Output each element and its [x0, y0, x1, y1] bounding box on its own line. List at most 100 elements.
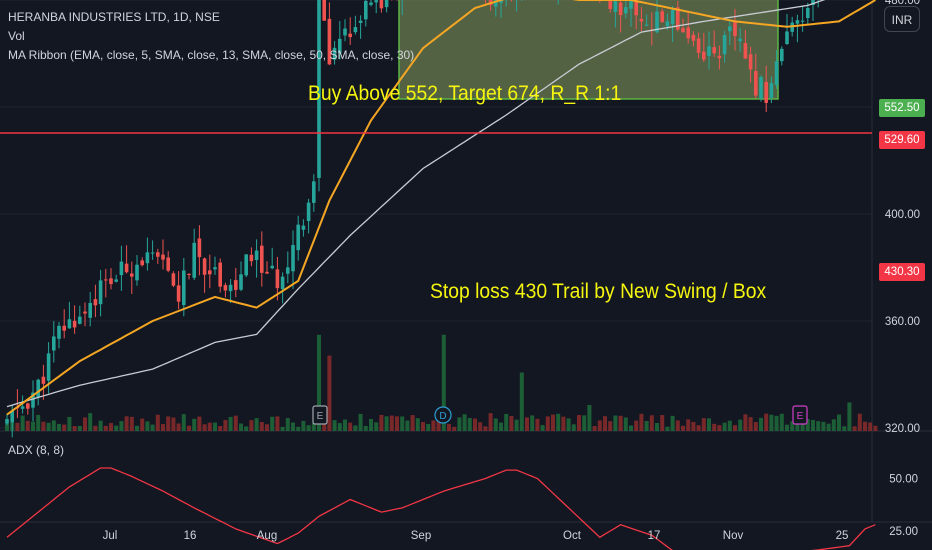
volume-bar	[176, 423, 181, 431]
volume-bar	[525, 417, 529, 431]
candle-body	[249, 254, 254, 262]
volume-bar	[145, 421, 150, 431]
candle-body	[62, 325, 66, 331]
volume-bar	[98, 420, 103, 431]
volume-bar	[571, 424, 576, 431]
volume-bar	[311, 422, 316, 431]
volume-bar	[103, 425, 108, 431]
earnings-marker-1[interactable]: E	[317, 411, 324, 422]
volume-bar	[187, 425, 191, 431]
earnings-marker-2-frame	[792, 405, 808, 425]
candle-body	[322, 0, 326, 21]
dividend-marker[interactable]: D	[439, 411, 446, 422]
earnings-marker-1-frame	[312, 405, 328, 425]
candle-body	[254, 250, 259, 261]
candle-body	[223, 285, 228, 291]
volume-bar	[280, 426, 285, 431]
candle-body	[379, 0, 384, 9]
volume-bar	[218, 426, 223, 431]
volume-bar	[57, 423, 61, 431]
volume-bar	[478, 422, 483, 431]
symbol-title[interactable]: HERANBA INDUSTRIES LTD, 1D, NSE	[8, 10, 220, 24]
ma-ribbon-legend[interactable]: MA Ribbon (EMA, close, 5, SMA, close, 13…	[8, 48, 415, 62]
last-price-tag: 529.60	[879, 131, 925, 149]
volume-bar	[332, 420, 337, 431]
candle-body	[764, 82, 768, 103]
candle-body	[660, 11, 664, 23]
candle-body	[52, 336, 56, 351]
volume-bar	[119, 421, 124, 431]
candle-body	[769, 83, 774, 98]
candle-body	[369, 2, 373, 5]
candle-body	[239, 274, 243, 290]
candle-body	[691, 34, 696, 41]
volume-bar	[582, 415, 587, 431]
volume-bar	[691, 421, 696, 431]
candle-body	[748, 54, 753, 70]
candle-body	[291, 245, 295, 272]
volume-bar	[670, 415, 675, 431]
stop-price-tag: 430.30	[879, 263, 925, 281]
volume-bar	[618, 415, 623, 431]
candle-body	[338, 38, 342, 54]
volume-legend[interactable]: Vol	[8, 29, 25, 43]
earnings-marker-2[interactable]: E	[797, 411, 804, 422]
volume-bar	[644, 421, 649, 431]
candle-body	[702, 51, 706, 60]
time-tick-label: Oct	[563, 530, 582, 542]
candle-body	[800, 20, 805, 22]
volume-bar	[457, 417, 462, 431]
volume-bar	[249, 420, 254, 431]
volume-bar	[337, 423, 342, 431]
volume-bar	[363, 425, 368, 431]
volume-bar	[109, 422, 113, 431]
volume-bar	[462, 414, 467, 431]
candle-body	[364, 0, 368, 20]
volume-bar	[551, 414, 555, 431]
buy-annotation: Buy Above 552, Target 674, R_R 1:1	[308, 82, 622, 105]
volume-bar	[868, 422, 873, 431]
volume-bar	[233, 415, 238, 431]
candle-body	[634, 0, 638, 16]
volume-bar	[733, 425, 737, 431]
volume-bar	[655, 422, 659, 431]
price-tick-label: 360.00	[885, 316, 920, 328]
volume-bar	[384, 416, 389, 431]
candle-body	[343, 28, 347, 36]
candle-body	[332, 47, 337, 60]
volume-bar	[847, 402, 852, 431]
volume-bar	[499, 422, 503, 431]
volume-bar	[639, 413, 644, 431]
volume-bar	[493, 418, 498, 431]
candle-body	[686, 27, 690, 39]
candle-body	[228, 284, 233, 292]
dividend-marker-frame	[434, 406, 452, 424]
volume-bar	[135, 425, 139, 431]
candle-body	[213, 267, 217, 270]
candle-body	[676, 7, 680, 30]
time-tick-label: Nov	[723, 530, 744, 542]
adx-tick-label: 50.00	[889, 474, 918, 486]
candle-body	[312, 181, 316, 203]
adx-legend[interactable]: ADX (8, 8)	[8, 443, 65, 457]
candle-body	[67, 319, 72, 329]
volume-bar	[353, 425, 358, 431]
volume-bar	[343, 419, 347, 431]
volume-bar	[150, 424, 155, 431]
volume-bar	[722, 422, 727, 431]
volume-bar	[488, 413, 493, 431]
candle-body	[296, 224, 300, 251]
volume-bar	[410, 415, 415, 431]
candle-body	[192, 242, 196, 278]
volume-bar	[129, 416, 134, 431]
currency-button[interactable]: INR	[884, 6, 920, 32]
volume-bar	[374, 422, 379, 431]
volume-bar	[712, 423, 717, 431]
time-tick-label: Sep	[411, 530, 431, 542]
candle-body	[717, 55, 722, 59]
candle-body	[286, 267, 290, 274]
candle-body	[83, 311, 87, 314]
